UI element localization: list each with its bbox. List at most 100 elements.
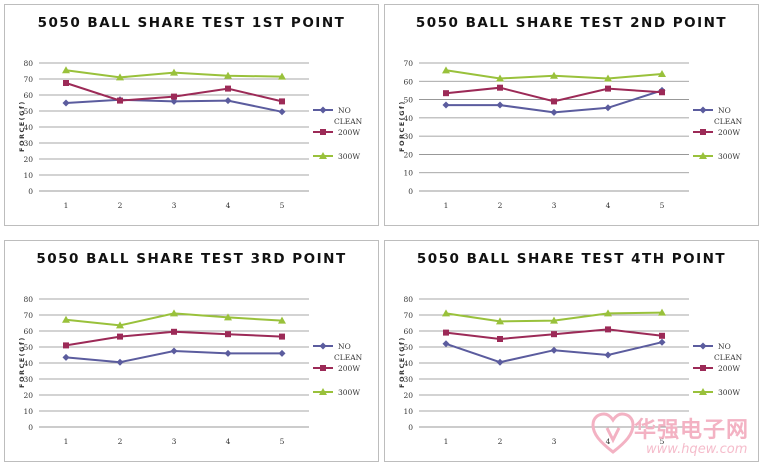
- chart-plot: 0 10 20 30 40 50 60 70 80 1 2 3 4 5 NO CLEAN 200W 300W: [403, 295, 742, 446]
- data-point: [225, 85, 231, 92]
- data-point: [278, 349, 286, 357]
- legend-marker: [319, 106, 327, 114]
- legend-label: 200W: [338, 364, 360, 373]
- y-tick-label: 40: [23, 123, 33, 132]
- heart-logo-icon: [591, 412, 635, 454]
- y-tick-label: 60: [23, 327, 33, 336]
- data-point: [63, 342, 69, 349]
- y-tick-label: 20: [403, 150, 413, 159]
- x-tick-label: 4: [226, 437, 231, 446]
- y-tick-label: 10: [23, 407, 33, 416]
- data-point: [496, 101, 504, 109]
- data-point: [170, 68, 178, 76]
- y-tick-label: 0: [408, 423, 413, 432]
- x-tick-label: 3: [172, 201, 177, 210]
- data-point: [116, 321, 124, 329]
- data-point: [551, 331, 557, 338]
- data-point: [497, 84, 503, 91]
- y-tick-label: 40: [403, 114, 413, 123]
- chart-panel-3: 5050 BALL SHARE TEST 3RD POINT FORCE(Gf)…: [4, 240, 379, 462]
- x-tick-label: 1: [64, 201, 69, 210]
- chart-title: 5050 BALL SHARE TEST 4TH POINT: [416, 251, 727, 267]
- legend-marker: [699, 152, 707, 159]
- x-tick-label: 3: [552, 437, 557, 446]
- data-point: [658, 338, 666, 346]
- data-point: [659, 89, 665, 96]
- data-point: [224, 349, 232, 357]
- x-tick-label: 5: [660, 437, 665, 446]
- data-point: [62, 315, 70, 323]
- y-tick-label: 40: [403, 359, 413, 368]
- data-point: [279, 98, 285, 105]
- data-point: [551, 98, 557, 105]
- y-tick-label: 50: [23, 107, 33, 116]
- legend-label: CLEAN: [334, 117, 363, 126]
- y-tick-label: 20: [403, 391, 413, 400]
- y-tick-label: 20: [23, 155, 33, 164]
- data-point: [170, 347, 178, 355]
- data-point: [116, 358, 124, 366]
- y-tick-label: 50: [403, 96, 413, 105]
- data-point: [496, 317, 504, 325]
- data-point: [442, 309, 450, 317]
- data-point: [550, 316, 558, 324]
- y-tick-label: 70: [403, 59, 413, 68]
- data-point: [659, 332, 665, 339]
- y-tick-label: 30: [23, 375, 33, 384]
- legend-label: NO: [338, 342, 351, 351]
- chart-plot: 0 10 20 30 40 50 60 70 80 1 2 3 4 5 NO CLEAN 200W 300W: [23, 295, 363, 446]
- y-tick-label: 0: [28, 187, 33, 196]
- y-tick-label: 0: [408, 187, 413, 196]
- legend-label: CLEAN: [334, 353, 363, 362]
- legend-marker: [320, 365, 326, 371]
- y-tick-label: 10: [23, 171, 33, 180]
- legend-marker: [699, 106, 707, 114]
- data-point: [171, 93, 177, 100]
- x-tick-label: 4: [606, 201, 611, 210]
- legend-marker: [700, 365, 706, 371]
- legend-label: CLEAN: [714, 117, 743, 126]
- x-tick-label: 1: [444, 437, 449, 446]
- data-point: [496, 74, 504, 82]
- y-tick-label: 60: [23, 91, 33, 100]
- y-tick-label: 20: [23, 391, 33, 400]
- data-point: [658, 69, 666, 77]
- legend-label: 300W: [338, 152, 360, 161]
- y-tick-label: 70: [403, 311, 413, 320]
- data-point: [278, 72, 286, 80]
- x-tick-label: 3: [552, 201, 557, 210]
- y-tick-label: 70: [23, 311, 33, 320]
- legend-label: 200W: [718, 128, 740, 137]
- y-tick-label: 80: [403, 295, 413, 304]
- y-tick-label: 70: [23, 75, 33, 84]
- data-point: [116, 73, 124, 81]
- data-point: [117, 97, 123, 104]
- legend-label: 300W: [718, 152, 740, 161]
- data-point: [442, 340, 450, 348]
- data-point: [443, 90, 449, 97]
- x-tick-label: 5: [280, 201, 285, 210]
- data-point: [442, 66, 450, 74]
- x-tick-label: 2: [498, 201, 503, 210]
- data-point: [62, 66, 70, 74]
- x-tick-label: 5: [660, 201, 665, 210]
- data-point: [604, 104, 612, 112]
- y-tick-label: 30: [23, 139, 33, 148]
- y-tick-label: 40: [23, 359, 33, 368]
- x-tick-label: 2: [498, 437, 503, 446]
- data-point: [604, 351, 612, 359]
- data-point: [225, 331, 231, 338]
- data-point: [63, 80, 69, 86]
- y-tick-label: 80: [23, 59, 33, 68]
- legend-marker: [699, 388, 707, 395]
- x-tick-label: 1: [444, 201, 449, 210]
- y-tick-label: 60: [403, 77, 413, 86]
- legend-marker: [319, 388, 327, 395]
- y-tick-label: 30: [403, 132, 413, 141]
- data-point: [171, 328, 177, 335]
- legend-label: 300W: [718, 388, 740, 397]
- x-tick-label: 3: [172, 437, 177, 446]
- y-tick-label: 10: [403, 407, 413, 416]
- chart-title: 5050 BALL SHARE TEST 2ND POINT: [415, 15, 728, 31]
- x-tick-label: 2: [118, 437, 123, 446]
